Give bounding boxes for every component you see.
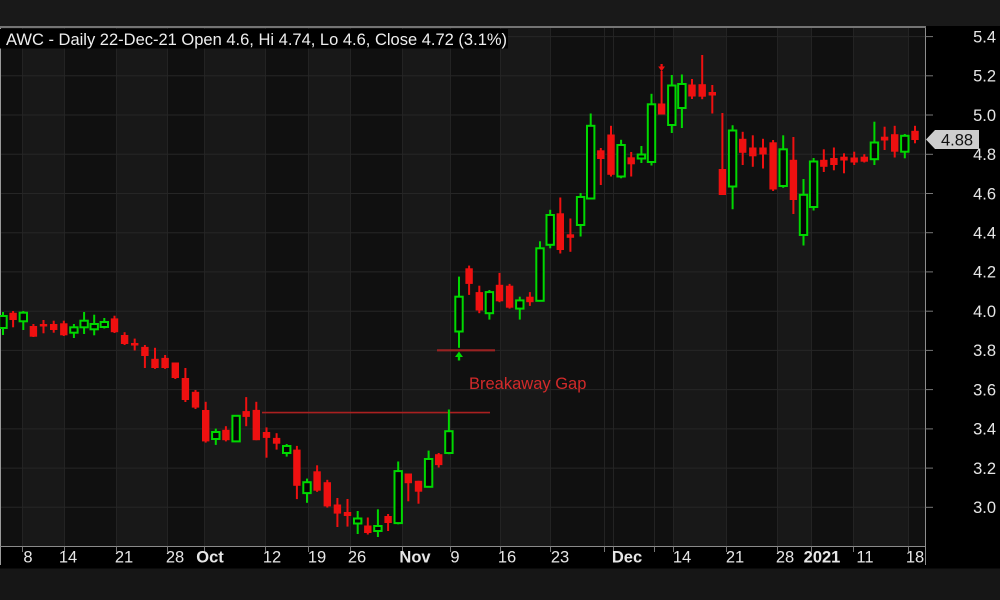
svg-text:28: 28 bbox=[776, 549, 794, 567]
svg-text:3.4: 3.4 bbox=[973, 421, 996, 439]
svg-text:4.8: 4.8 bbox=[973, 146, 996, 164]
svg-text:21: 21 bbox=[115, 549, 133, 567]
svg-text:3.8: 3.8 bbox=[973, 342, 996, 360]
svg-text:5.2: 5.2 bbox=[973, 68, 996, 86]
svg-text:11: 11 bbox=[856, 549, 873, 567]
svg-text:4.6: 4.6 bbox=[973, 185, 996, 203]
svg-text:Nov: Nov bbox=[399, 549, 431, 567]
svg-text:4.88: 4.88 bbox=[941, 131, 973, 149]
svg-text:28: 28 bbox=[166, 549, 184, 567]
svg-text:3.2: 3.2 bbox=[973, 460, 996, 478]
svg-text:8: 8 bbox=[23, 549, 32, 567]
svg-text:Breakaway Gap: Breakaway Gap bbox=[469, 375, 586, 393]
svg-text:21: 21 bbox=[726, 549, 744, 567]
svg-text:2021: 2021 bbox=[804, 549, 841, 567]
svg-text:14: 14 bbox=[673, 549, 691, 567]
svg-text:5.0: 5.0 bbox=[973, 107, 996, 125]
svg-text:Oct: Oct bbox=[196, 549, 224, 567]
svg-text:26: 26 bbox=[348, 549, 366, 567]
svg-text:3.0: 3.0 bbox=[973, 499, 996, 517]
svg-text:Dec: Dec bbox=[612, 549, 642, 567]
svg-text:5.4: 5.4 bbox=[973, 28, 996, 46]
svg-text:9: 9 bbox=[450, 549, 459, 567]
svg-text:16: 16 bbox=[498, 549, 516, 567]
svg-text:18: 18 bbox=[906, 549, 924, 567]
svg-text:3.6: 3.6 bbox=[973, 381, 996, 399]
svg-text:AWC - Daily 22-Dec-21 Open 4.6: AWC - Daily 22-Dec-21 Open 4.6, Hi 4.74,… bbox=[6, 31, 507, 49]
svg-text:12: 12 bbox=[263, 549, 281, 567]
svg-text:14: 14 bbox=[59, 549, 77, 567]
svg-text:4.4: 4.4 bbox=[973, 225, 996, 243]
svg-text:19: 19 bbox=[308, 549, 326, 567]
svg-text:4.2: 4.2 bbox=[973, 264, 996, 282]
svg-text:4.0: 4.0 bbox=[973, 303, 996, 321]
svg-text:23: 23 bbox=[551, 549, 569, 567]
